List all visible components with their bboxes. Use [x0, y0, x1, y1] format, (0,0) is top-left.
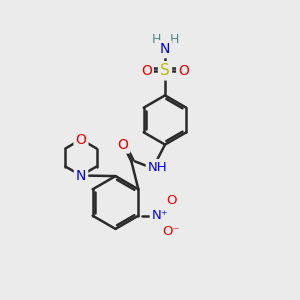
Text: N: N [160, 42, 170, 56]
Text: NH: NH [148, 161, 167, 174]
Text: H: H [169, 33, 179, 46]
Text: O: O [118, 138, 128, 152]
Text: O: O [141, 64, 152, 78]
Text: N⁺: N⁺ [152, 209, 168, 222]
Text: O: O [76, 133, 86, 146]
Text: N: N [76, 169, 86, 182]
Text: O: O [166, 194, 177, 207]
Text: O: O [178, 64, 189, 78]
Text: S: S [160, 63, 170, 78]
Text: O⁻: O⁻ [163, 225, 180, 238]
Text: H: H [151, 33, 161, 46]
